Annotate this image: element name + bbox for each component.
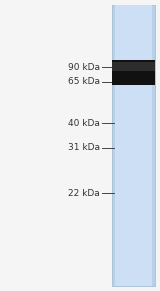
Text: 31 kDa: 31 kDa: [68, 143, 100, 152]
Bar: [112, 62, 155, 71]
Text: 90 kDa: 90 kDa: [68, 63, 100, 72]
Bar: [112, 5, 155, 286]
Text: 40 kDa: 40 kDa: [68, 118, 100, 127]
Text: 65 kDa: 65 kDa: [68, 77, 100, 86]
Text: 22 kDa: 22 kDa: [68, 189, 100, 198]
Bar: [112, 60, 155, 85]
Bar: [115, 5, 152, 286]
